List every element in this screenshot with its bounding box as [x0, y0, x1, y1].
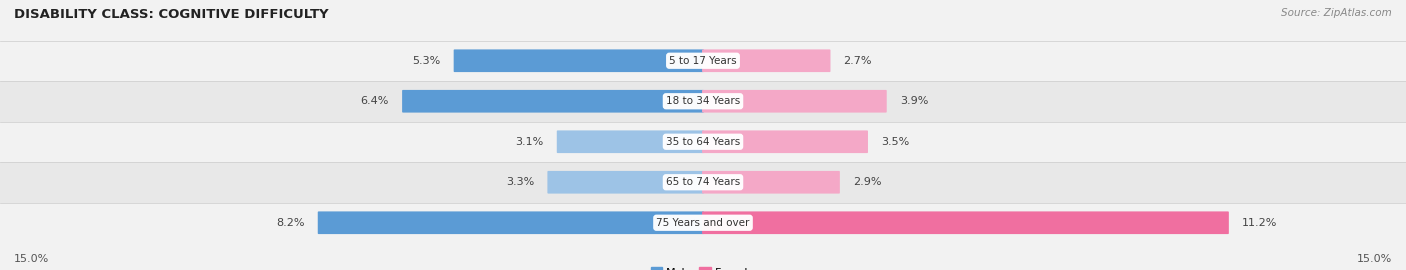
- Text: 35 to 64 Years: 35 to 64 Years: [666, 137, 740, 147]
- Text: 75 Years and over: 75 Years and over: [657, 218, 749, 228]
- Text: 2.9%: 2.9%: [853, 177, 882, 187]
- Text: 5.3%: 5.3%: [412, 56, 440, 66]
- FancyBboxPatch shape: [454, 49, 704, 72]
- Text: 15.0%: 15.0%: [1357, 254, 1392, 264]
- Bar: [0, 40, 1406, 81]
- Text: 3.3%: 3.3%: [506, 177, 534, 187]
- FancyBboxPatch shape: [547, 171, 704, 194]
- Text: 2.7%: 2.7%: [844, 56, 872, 66]
- FancyBboxPatch shape: [557, 130, 704, 153]
- FancyBboxPatch shape: [702, 49, 831, 72]
- Text: 3.9%: 3.9%: [900, 96, 928, 106]
- FancyBboxPatch shape: [702, 171, 839, 194]
- FancyBboxPatch shape: [702, 211, 1229, 234]
- Text: 3.1%: 3.1%: [516, 137, 544, 147]
- Text: 18 to 34 Years: 18 to 34 Years: [666, 96, 740, 106]
- FancyBboxPatch shape: [318, 211, 704, 234]
- FancyBboxPatch shape: [702, 90, 887, 113]
- Text: 5 to 17 Years: 5 to 17 Years: [669, 56, 737, 66]
- Bar: [0, 122, 1406, 162]
- Legend: Male, Female: Male, Female: [647, 263, 759, 270]
- Text: 8.2%: 8.2%: [276, 218, 305, 228]
- Text: 65 to 74 Years: 65 to 74 Years: [666, 177, 740, 187]
- Text: DISABILITY CLASS: COGNITIVE DIFFICULTY: DISABILITY CLASS: COGNITIVE DIFFICULTY: [14, 8, 329, 21]
- Text: Source: ZipAtlas.com: Source: ZipAtlas.com: [1281, 8, 1392, 18]
- Bar: [0, 162, 1406, 202]
- Text: 15.0%: 15.0%: [14, 254, 49, 264]
- Text: 11.2%: 11.2%: [1241, 218, 1277, 228]
- Bar: [0, 202, 1406, 243]
- Bar: [0, 81, 1406, 122]
- Text: 3.5%: 3.5%: [882, 137, 910, 147]
- Text: 6.4%: 6.4%: [360, 96, 389, 106]
- FancyBboxPatch shape: [402, 90, 704, 113]
- FancyBboxPatch shape: [702, 130, 868, 153]
